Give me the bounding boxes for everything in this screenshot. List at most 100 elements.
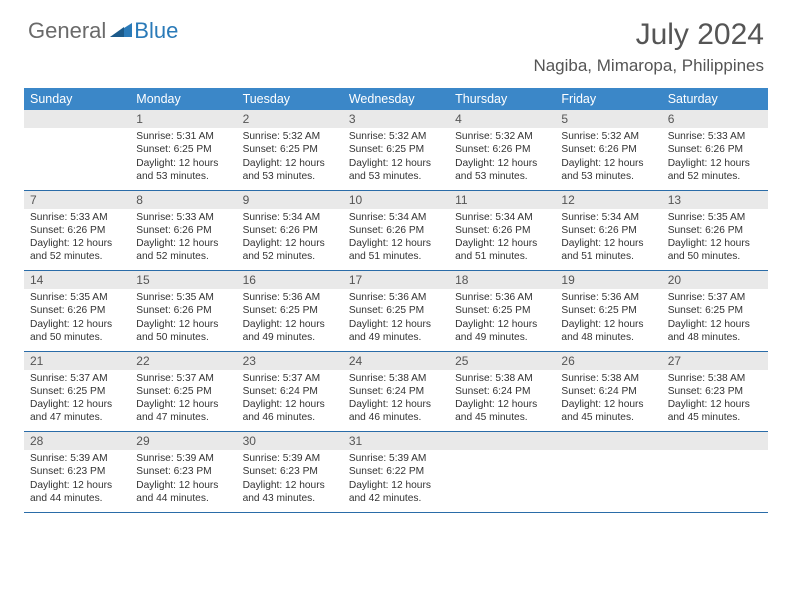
day-number-cell: 26 <box>555 351 661 370</box>
sunset-text: Sunset: 6:25 PM <box>349 304 443 317</box>
daylight-text-1: Daylight: 12 hours <box>668 157 762 170</box>
sunset-text: Sunset: 6:26 PM <box>30 304 124 317</box>
sunset-text: Sunset: 6:23 PM <box>668 385 762 398</box>
daylight-text-1: Daylight: 12 hours <box>243 157 337 170</box>
day-number-cell: 1 <box>130 110 236 128</box>
day-number-cell: 25 <box>449 351 555 370</box>
sunrise-text: Sunrise: 5:37 AM <box>136 372 230 385</box>
day-content-cell: Sunrise: 5:37 AMSunset: 6:24 PMDaylight:… <box>237 370 343 432</box>
sunrise-text: Sunrise: 5:32 AM <box>561 130 655 143</box>
daylight-text-1: Daylight: 12 hours <box>136 157 230 170</box>
sunrise-text: Sunrise: 5:32 AM <box>455 130 549 143</box>
day-number-cell: 24 <box>343 351 449 370</box>
day-number-cell: 23 <box>237 351 343 370</box>
sunset-text: Sunset: 6:26 PM <box>136 304 230 317</box>
sunrise-text: Sunrise: 5:39 AM <box>30 452 124 465</box>
day-content-cell: Sunrise: 5:39 AMSunset: 6:23 PMDaylight:… <box>24 450 130 512</box>
day-content-row: Sunrise: 5:37 AMSunset: 6:25 PMDaylight:… <box>24 370 768 432</box>
day-number-cell: 28 <box>24 432 130 451</box>
daylight-text-2: and 47 minutes. <box>30 411 124 424</box>
daylight-text-2: and 44 minutes. <box>30 492 124 505</box>
daylight-text-2: and 52 minutes. <box>243 250 337 263</box>
sunrise-text: Sunrise: 5:38 AM <box>668 372 762 385</box>
daylight-text-1: Daylight: 12 hours <box>243 237 337 250</box>
sunset-text: Sunset: 6:26 PM <box>30 224 124 237</box>
sunset-text: Sunset: 6:23 PM <box>243 465 337 478</box>
daylight-text-1: Daylight: 12 hours <box>561 318 655 331</box>
day-number-cell: 27 <box>662 351 768 370</box>
sunset-text: Sunset: 6:26 PM <box>561 224 655 237</box>
sunset-text: Sunset: 6:26 PM <box>668 143 762 156</box>
day-content-row: Sunrise: 5:35 AMSunset: 6:26 PMDaylight:… <box>24 289 768 351</box>
sunset-text: Sunset: 6:25 PM <box>30 385 124 398</box>
sunrise-text: Sunrise: 5:38 AM <box>455 372 549 385</box>
sunrise-text: Sunrise: 5:31 AM <box>136 130 230 143</box>
sunrise-text: Sunrise: 5:33 AM <box>668 130 762 143</box>
weekday-header: Tuesday <box>237 88 343 110</box>
day-number-cell: 2 <box>237 110 343 128</box>
day-content-cell: Sunrise: 5:39 AMSunset: 6:23 PMDaylight:… <box>130 450 236 512</box>
day-number-cell: 14 <box>24 271 130 290</box>
day-content-cell: Sunrise: 5:35 AMSunset: 6:26 PMDaylight:… <box>24 289 130 351</box>
day-content-cell: Sunrise: 5:32 AMSunset: 6:26 PMDaylight:… <box>555 128 661 190</box>
sunrise-text: Sunrise: 5:35 AM <box>136 291 230 304</box>
daylight-text-1: Daylight: 12 hours <box>561 398 655 411</box>
day-number-cell: 31 <box>343 432 449 451</box>
sunrise-text: Sunrise: 5:33 AM <box>30 211 124 224</box>
daylight-text-1: Daylight: 12 hours <box>668 398 762 411</box>
day-number-cell: 6 <box>662 110 768 128</box>
sunset-text: Sunset: 6:22 PM <box>349 465 443 478</box>
sunrise-text: Sunrise: 5:37 AM <box>30 372 124 385</box>
day-number-cell: 21 <box>24 351 130 370</box>
day-number-cell <box>555 432 661 451</box>
month-title: July 2024 <box>533 18 764 52</box>
sunset-text: Sunset: 6:24 PM <box>561 385 655 398</box>
sunset-text: Sunset: 6:25 PM <box>668 304 762 317</box>
day-number-cell <box>662 432 768 451</box>
sunrise-text: Sunrise: 5:37 AM <box>243 372 337 385</box>
day-number-cell: 18 <box>449 271 555 290</box>
daylight-text-2: and 51 minutes. <box>455 250 549 263</box>
day-content-cell <box>449 450 555 512</box>
daylight-text-2: and 46 minutes. <box>349 411 443 424</box>
sunrise-text: Sunrise: 5:35 AM <box>30 291 124 304</box>
daylight-text-2: and 45 minutes. <box>561 411 655 424</box>
daylight-text-2: and 52 minutes. <box>30 250 124 263</box>
day-number-row: 123456 <box>24 110 768 128</box>
daylight-text-2: and 53 minutes. <box>136 170 230 183</box>
day-number-cell: 17 <box>343 271 449 290</box>
day-number-cell: 30 <box>237 432 343 451</box>
daylight-text-1: Daylight: 12 hours <box>136 237 230 250</box>
day-number-cell: 8 <box>130 190 236 209</box>
daylight-text-1: Daylight: 12 hours <box>136 318 230 331</box>
daylight-text-2: and 48 minutes. <box>561 331 655 344</box>
weekday-header: Thursday <box>449 88 555 110</box>
daylight-text-1: Daylight: 12 hours <box>243 398 337 411</box>
daylight-text-1: Daylight: 12 hours <box>349 157 443 170</box>
weekday-header: Sunday <box>24 88 130 110</box>
logo-triangle-icon <box>110 21 132 42</box>
day-number-cell: 16 <box>237 271 343 290</box>
day-content-cell: Sunrise: 5:38 AMSunset: 6:24 PMDaylight:… <box>449 370 555 432</box>
weekday-header-row: Sunday Monday Tuesday Wednesday Thursday… <box>24 88 768 110</box>
calendar-table: Sunday Monday Tuesday Wednesday Thursday… <box>24 88 768 513</box>
day-number-cell: 10 <box>343 190 449 209</box>
daylight-text-1: Daylight: 12 hours <box>455 157 549 170</box>
daylight-text-1: Daylight: 12 hours <box>243 479 337 492</box>
daylight-text-2: and 52 minutes. <box>136 250 230 263</box>
day-number-cell: 22 <box>130 351 236 370</box>
day-content-cell: Sunrise: 5:33 AMSunset: 6:26 PMDaylight:… <box>24 209 130 271</box>
day-content-row: Sunrise: 5:39 AM Sunset: 6:23 PMDaylight:… <box>24 450 768 512</box>
sunrise-text: Sunrise: 5:32 AM <box>349 130 443 143</box>
day-number-row: 78910111213 <box>24 190 768 209</box>
daylight-text-2: and 53 minutes. <box>243 170 337 183</box>
daylight-text-1: Daylight: 12 hours <box>30 318 124 331</box>
sunset-text: Sunset: 6:25 PM <box>136 385 230 398</box>
title-block: July 2024 Nagiba, Mimaropa, Philippines <box>533 18 764 76</box>
daylight-text-1: Daylight: 12 hours <box>243 318 337 331</box>
sunrise-text: Sunrise: 5:36 AM <box>243 291 337 304</box>
daylight-text-2: and 49 minutes. <box>243 331 337 344</box>
sunset-text: Sunset: 6:24 PM <box>349 385 443 398</box>
sunset-text: Sunset: 6:25 PM <box>243 304 337 317</box>
sunrise-text: Sunrise: 5:33 AM <box>136 211 230 224</box>
